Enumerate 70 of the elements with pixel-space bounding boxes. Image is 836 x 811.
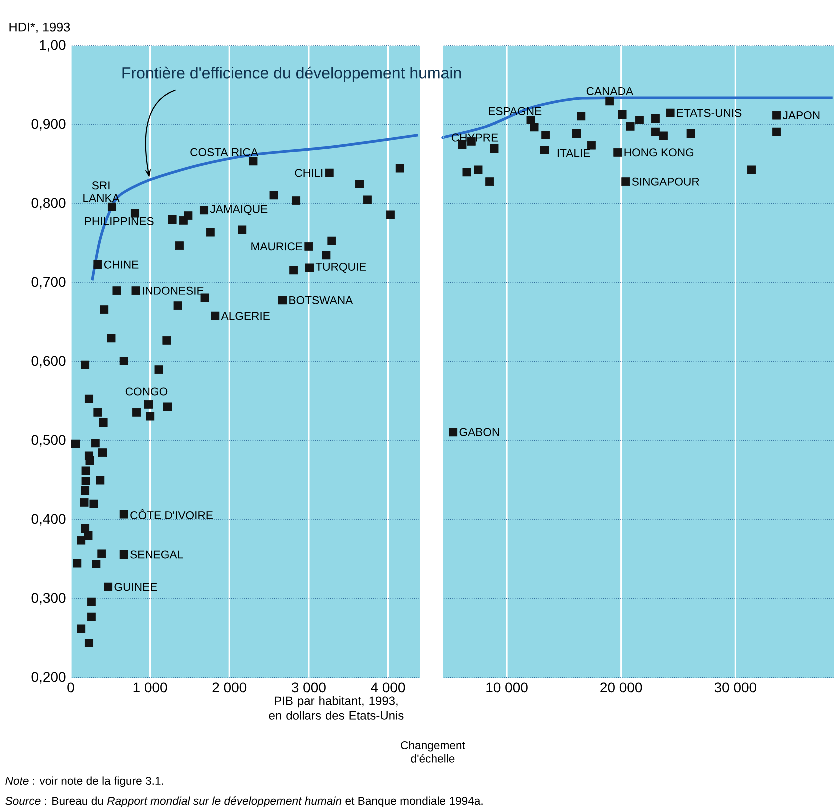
annotation: SENEGAL bbox=[130, 550, 184, 559]
x-tick-label: 30 000 bbox=[714, 682, 757, 693]
annotation: GUINEE bbox=[114, 583, 158, 592]
annotation: BOTSWANA bbox=[290, 296, 354, 304]
point bbox=[747, 166, 756, 174]
point bbox=[659, 132, 668, 140]
text: Note : voir note de la figure 3.1. bbox=[6, 776, 164, 788]
point bbox=[606, 97, 614, 106]
point bbox=[572, 129, 582, 138]
annotation: SRI LANKA bbox=[84, 182, 120, 202]
annotation: MAURICE bbox=[252, 242, 303, 251]
annotation: CANADA bbox=[586, 87, 634, 96]
text: Source : Bureau du Rapport mondial sur le développement humain et Banque mondiale 1994a. bbox=[6, 796, 483, 808]
point bbox=[626, 122, 635, 131]
point bbox=[686, 129, 696, 138]
y-tick-label: 0,300 bbox=[32, 593, 66, 605]
annotation: CÔTE D'IVOIRE bbox=[130, 509, 213, 520]
point bbox=[577, 112, 586, 121]
annotation: JAMAIQUE bbox=[210, 205, 268, 216]
x-tick-label: 2 000 bbox=[212, 682, 247, 693]
point bbox=[587, 141, 596, 150]
x-axis-title: PIB par habitant, 1993, en dollars des Etats-Unis bbox=[269, 696, 404, 720]
point bbox=[449, 428, 458, 437]
text: Changement d'échelle bbox=[401, 741, 466, 763]
x-tick-label: 20 000 bbox=[600, 682, 642, 693]
point bbox=[618, 110, 627, 119]
annotation: CHILI bbox=[295, 169, 323, 178]
y-axis-title: HDI*, 1993 bbox=[10, 22, 70, 34]
x-tick-label: 0 bbox=[68, 682, 74, 693]
y-tick-label: 0,900 bbox=[32, 119, 66, 131]
point bbox=[651, 128, 660, 136]
x-tick-label: 10 000 bbox=[486, 682, 528, 693]
annotation: ITALIE bbox=[558, 149, 590, 158]
point bbox=[651, 114, 660, 123]
annotation: CHINE bbox=[104, 260, 139, 269]
annotation: CONGO bbox=[126, 388, 168, 396]
y-tick-label: 0,700 bbox=[32, 277, 66, 289]
annotation: COSTA RICA bbox=[190, 148, 258, 156]
x-tick-label: 1 000 bbox=[134, 682, 168, 693]
annotation: ETATS-UNIS bbox=[677, 109, 742, 118]
annotation: INDONESIE bbox=[143, 286, 204, 295]
point bbox=[772, 128, 782, 136]
annotation: PHILIPPINES bbox=[85, 217, 154, 226]
point bbox=[490, 144, 499, 153]
point bbox=[622, 178, 630, 186]
y-tick-label: 0,400 bbox=[32, 514, 66, 526]
annotation: GABON bbox=[460, 428, 500, 436]
x-tick-label: 3 000 bbox=[292, 682, 326, 693]
y-tick-label: 0,500 bbox=[32, 435, 66, 447]
annotation: JAPON bbox=[782, 112, 820, 120]
annotation: TURQUIE bbox=[316, 262, 366, 274]
annotation: ESPAGNE bbox=[489, 107, 542, 116]
x-tick-label: 4 000 bbox=[371, 682, 406, 693]
point bbox=[666, 108, 675, 118]
point bbox=[474, 166, 483, 174]
annotation: SINGAPOUR bbox=[632, 178, 700, 186]
y-tick-label: 0,800 bbox=[32, 198, 66, 210]
point bbox=[772, 111, 782, 120]
y-tick-label: 1,00 bbox=[40, 40, 66, 52]
annotation: ALGERIE bbox=[221, 312, 270, 320]
point bbox=[530, 123, 539, 132]
point bbox=[614, 148, 622, 157]
annotation: HONG KONG bbox=[624, 148, 694, 157]
point bbox=[462, 168, 472, 177]
y-tick-label: 0,600 bbox=[32, 356, 66, 368]
point bbox=[486, 178, 494, 186]
point bbox=[542, 130, 550, 140]
y-tick-label: 0,200 bbox=[32, 672, 66, 684]
point bbox=[635, 116, 644, 125]
point bbox=[540, 146, 550, 155]
